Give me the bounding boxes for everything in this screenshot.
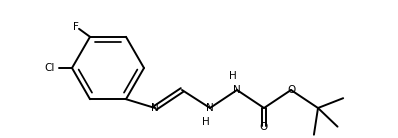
Text: F: F — [73, 22, 79, 32]
Text: N: N — [151, 103, 159, 113]
Text: H: H — [229, 71, 237, 81]
Text: N: N — [233, 85, 241, 95]
Text: Cl: Cl — [45, 63, 55, 73]
Text: O: O — [287, 85, 295, 95]
Text: H: H — [202, 117, 210, 127]
Text: O: O — [260, 122, 268, 132]
Text: N: N — [206, 103, 214, 113]
